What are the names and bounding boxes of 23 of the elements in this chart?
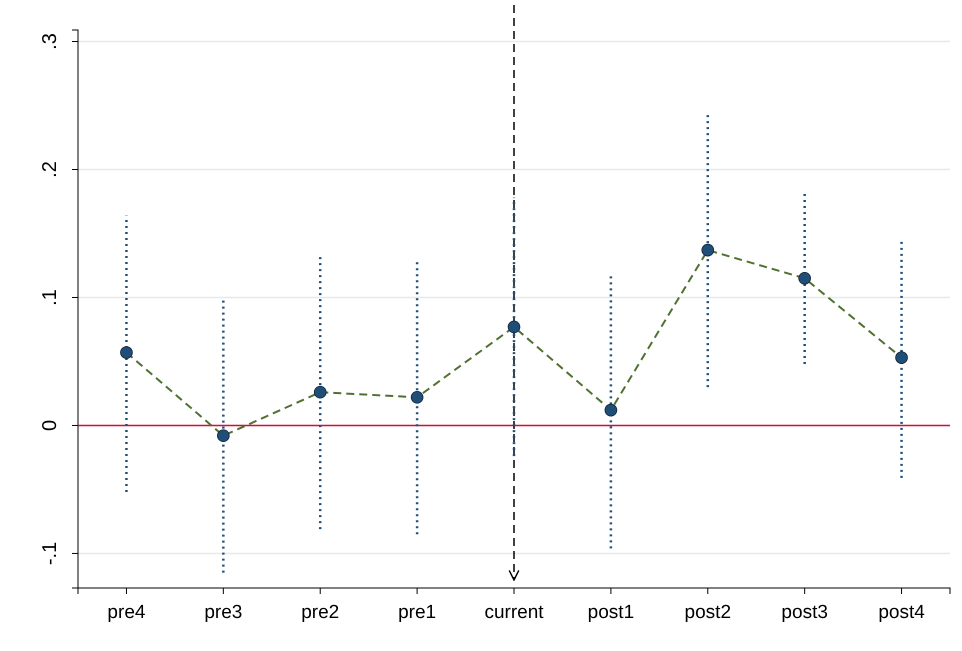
- point: [410, 391, 424, 404]
- x-tick-label: pre3: [204, 602, 242, 623]
- x-tick-label: pre4: [107, 602, 146, 623]
- point: [604, 404, 618, 416]
- point: [217, 429, 230, 442]
- x-tick-label: pre2: [301, 602, 340, 623]
- point: [701, 244, 714, 256]
- point: [508, 320, 520, 334]
- y-tick-label: -.1: [39, 542, 61, 566]
- y-tick-label: .3: [39, 33, 61, 50]
- x-tick-label: pre1: [398, 602, 436, 623]
- x-tick-label: post2: [684, 602, 732, 623]
- x-tick-label: post3: [781, 602, 828, 623]
- point: [120, 346, 133, 359]
- y-tick-label: 0: [39, 420, 61, 432]
- x-tick-label: current: [484, 602, 544, 623]
- point: [314, 386, 327, 398]
- x-tick-label: post4: [878, 602, 926, 623]
- point: [798, 272, 811, 285]
- point: [895, 351, 908, 364]
- y-tick-label: .1: [39, 289, 61, 306]
- x-tick-label: post1: [588, 602, 634, 623]
- y-tick-label: .2: [39, 161, 61, 178]
